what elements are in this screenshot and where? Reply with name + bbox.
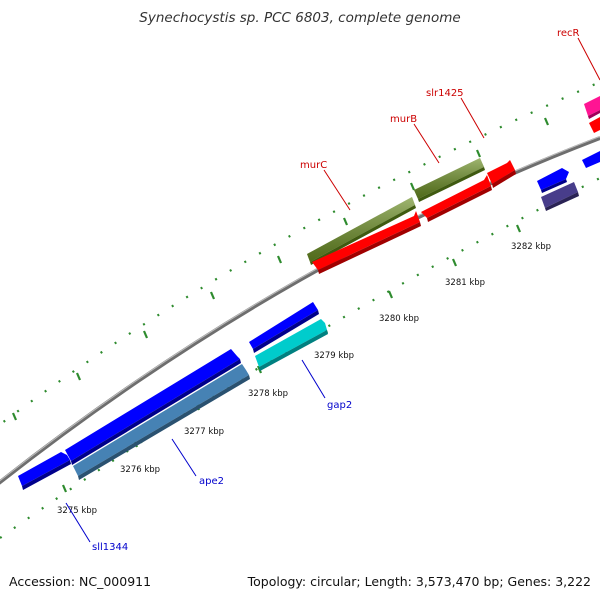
genome-summary-text: Topology: circular; Length: 3,573,470 bp… [247, 574, 591, 589]
kbp-label-3281: 3281 kbp [445, 278, 485, 288]
inner-tick-track [0, 177, 600, 539]
gene-label-gap2[interactable]: gap2 [327, 400, 352, 411]
kbp-label-3276: 3276 kbp [120, 465, 160, 475]
outer-tick [75, 372, 82, 381]
gene-gap2[interactable] [255, 319, 328, 371]
outer-tick [475, 149, 482, 158]
gene-murB[interactable] [414, 158, 485, 202]
tick-3278 [256, 365, 263, 374]
murB-leader [413, 123, 440, 164]
kbp-label-3278: 3278 kbp [248, 389, 288, 399]
gene-darkslate[interactable] [541, 182, 579, 211]
outer-tick [342, 217, 349, 226]
tick-3280 [387, 290, 394, 299]
gene-blue-gap-upstream[interactable] [249, 302, 319, 353]
gene-slr1425[interactable] [487, 160, 516, 188]
gene-blue-right[interactable] [582, 151, 600, 168]
outer-tick [142, 330, 149, 339]
gene-blue-long[interactable] [65, 349, 241, 465]
gene-red-right[interactable] [589, 117, 600, 133]
kbp-label-3282: 3282 kbp [511, 242, 551, 252]
gene-recR[interactable] [584, 96, 600, 119]
murC-leader [323, 169, 351, 211]
outer-tick [209, 291, 216, 300]
gene-label-slr1425[interactable]: slr1425 [426, 88, 464, 99]
gene-murC[interactable] [307, 197, 416, 265]
gene-red-reverse-1[interactable] [312, 211, 421, 274]
gene-label-recR[interactable]: recR [557, 28, 580, 39]
ape2-leader [171, 438, 197, 477]
outer-tick [276, 255, 283, 264]
gene-label-ape2[interactable]: ape2 [199, 476, 224, 487]
kbp-label-3279: 3279 kbp [314, 351, 354, 361]
gene-blue-small-1[interactable] [537, 168, 569, 193]
gene-label-murC[interactable]: murC [300, 160, 327, 171]
recR-leader [577, 37, 600, 81]
slr1425-leader [460, 97, 485, 139]
outer-tick [11, 412, 18, 421]
tick-3281 [451, 258, 458, 267]
sll1344-leader [65, 502, 91, 543]
gene-label-sll1344[interactable]: sll1344 [92, 542, 128, 553]
tick-3282 [515, 224, 522, 233]
gene-red-reverse-2[interactable] [421, 175, 492, 222]
gene-blue-small-left[interactable] [18, 452, 71, 490]
outer-tick-track [0, 80, 600, 426]
kbp-label-3280: 3280 kbp [379, 314, 419, 324]
gene-label-murB[interactable]: murB [390, 114, 417, 125]
gap2-leader [301, 359, 326, 399]
tick-3275 [61, 484, 68, 493]
outer-tick [409, 182, 416, 191]
accession-text: Accession: NC_000911 [9, 574, 152, 589]
map-title: Synechocystis sp. PCC 6803, complete gen… [139, 10, 461, 26]
kbp-label-3277: 3277 kbp [184, 427, 224, 437]
outer-major-ticks [11, 117, 550, 421]
gene-ape2[interactable] [73, 364, 250, 480]
major-ticks [61, 224, 522, 493]
outer-tick [543, 117, 550, 126]
kbp-label-3275: 3275 kbp [57, 506, 97, 516]
